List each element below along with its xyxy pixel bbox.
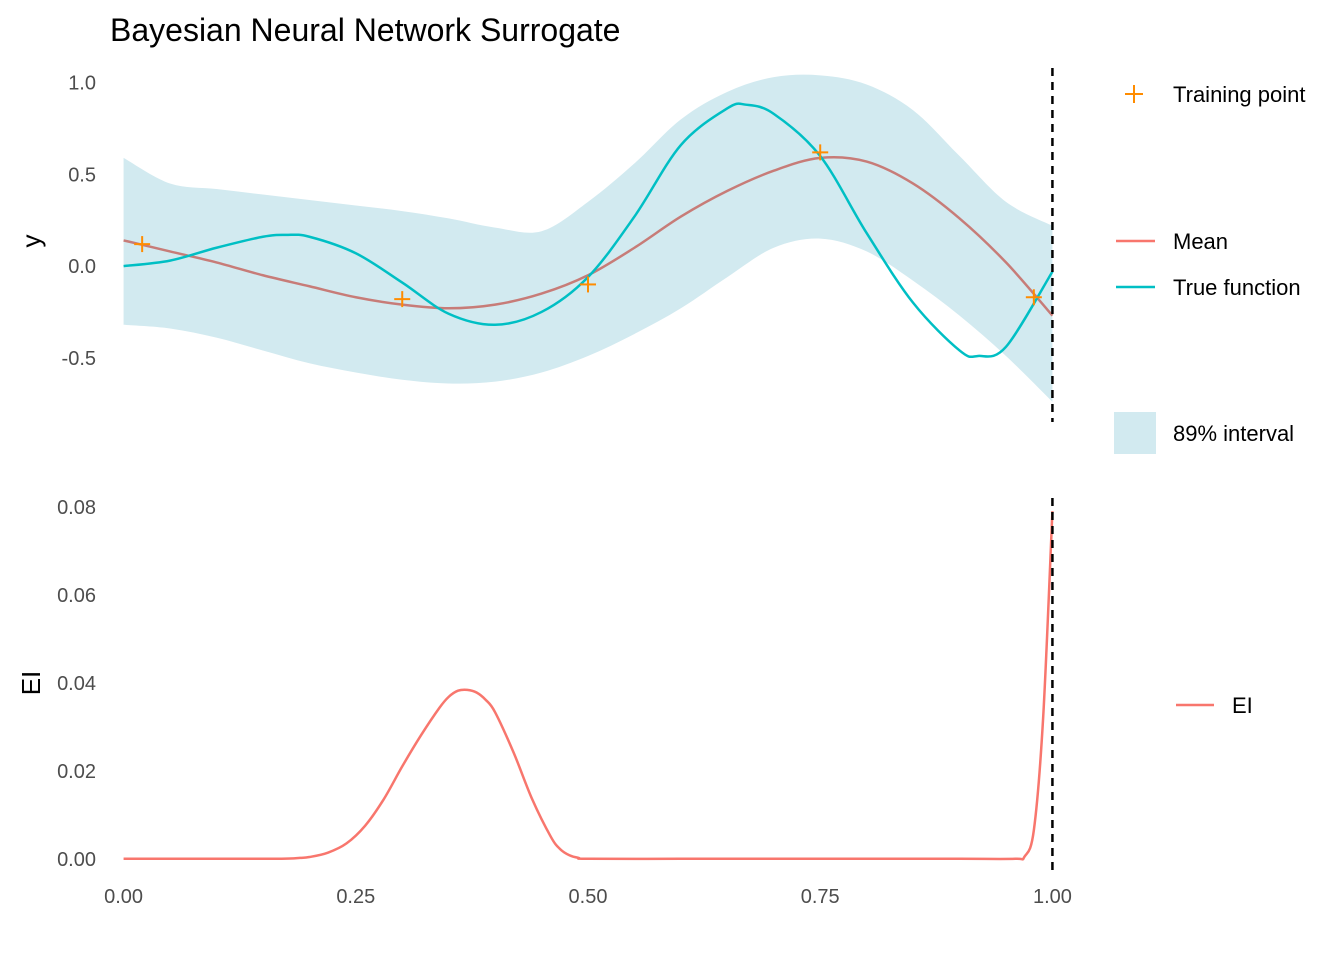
chart-title: Bayesian Neural Network Surrogate — [110, 12, 620, 48]
legend-label-interval: 89% interval — [1173, 421, 1294, 446]
y-axis-ticks: -0.5 0.0 0.5 1.0 — [62, 73, 96, 370]
y-tick-label: 0.02 — [57, 761, 96, 783]
x-tick-label: 0.50 — [569, 886, 608, 908]
legend-label-training-point: Training point — [1173, 82, 1305, 107]
legend-interval: 89% interval — [1114, 412, 1294, 454]
fill-swatch-icon — [1114, 412, 1156, 454]
training-point — [580, 276, 596, 293]
legend-training-point: Training point — [1125, 82, 1305, 107]
series-line-true-function — [123, 102, 1054, 359]
y-tick-label: 0.00 — [57, 849, 96, 871]
legend-mean: Mean — [1116, 229, 1228, 254]
y-tick-label: 0.04 — [57, 673, 96, 695]
x-tick-label: 0.25 — [336, 886, 375, 908]
legend-label-true-function: True function — [1173, 275, 1301, 300]
ei-axis-title: EI — [16, 671, 46, 696]
y-axis-ticks: 0.00 0.02 0.04 0.06 0.08 — [57, 497, 96, 871]
y-tick-label: -0.5 — [62, 348, 96, 370]
ei-panel: 0.00 0.02 0.04 0.06 0.08 0.00 0.25 0.50 0.75 1.0… — [16, 497, 1072, 908]
y-tick-label: 0.08 — [57, 497, 96, 519]
interval-band — [123, 74, 1053, 402]
x-tick-label: 0.00 — [104, 886, 143, 908]
y-tick-label: 0.5 — [68, 164, 96, 186]
line-layer — [123, 102, 1054, 359]
legend-label-ei: EI — [1232, 693, 1253, 718]
training-point — [812, 144, 829, 161]
x-axis-ticks: 0.00 0.25 0.50 0.75 1.00 — [104, 886, 1072, 908]
training-point — [394, 291, 411, 308]
ei-line-layer — [123, 511, 1054, 861]
training-point — [1025, 289, 1042, 306]
y-tick-label: 1.0 — [68, 73, 96, 95]
training-point — [134, 236, 151, 253]
training-points-layer — [134, 144, 1042, 308]
x-tick-label: 1.00 — [1033, 886, 1072, 908]
series-line-ei — [123, 511, 1054, 861]
legend-true-function: True function — [1116, 275, 1301, 300]
surrogate-panel: -0.5 0.0 0.5 1.0 y — [16, 68, 1054, 422]
y-tick-label: 0.0 — [68, 256, 96, 278]
interval-layer — [123, 74, 1053, 402]
y-axis-title: y — [16, 235, 46, 248]
legend: Training point Mean True function 89% in… — [1114, 82, 1305, 718]
x-tick-label: 0.75 — [801, 886, 840, 908]
y-tick-label: 0.06 — [57, 585, 96, 607]
legend-label-mean: Mean — [1173, 229, 1228, 254]
legend-ei: EI — [1176, 693, 1253, 718]
series-line-mean — [123, 155, 1054, 317]
